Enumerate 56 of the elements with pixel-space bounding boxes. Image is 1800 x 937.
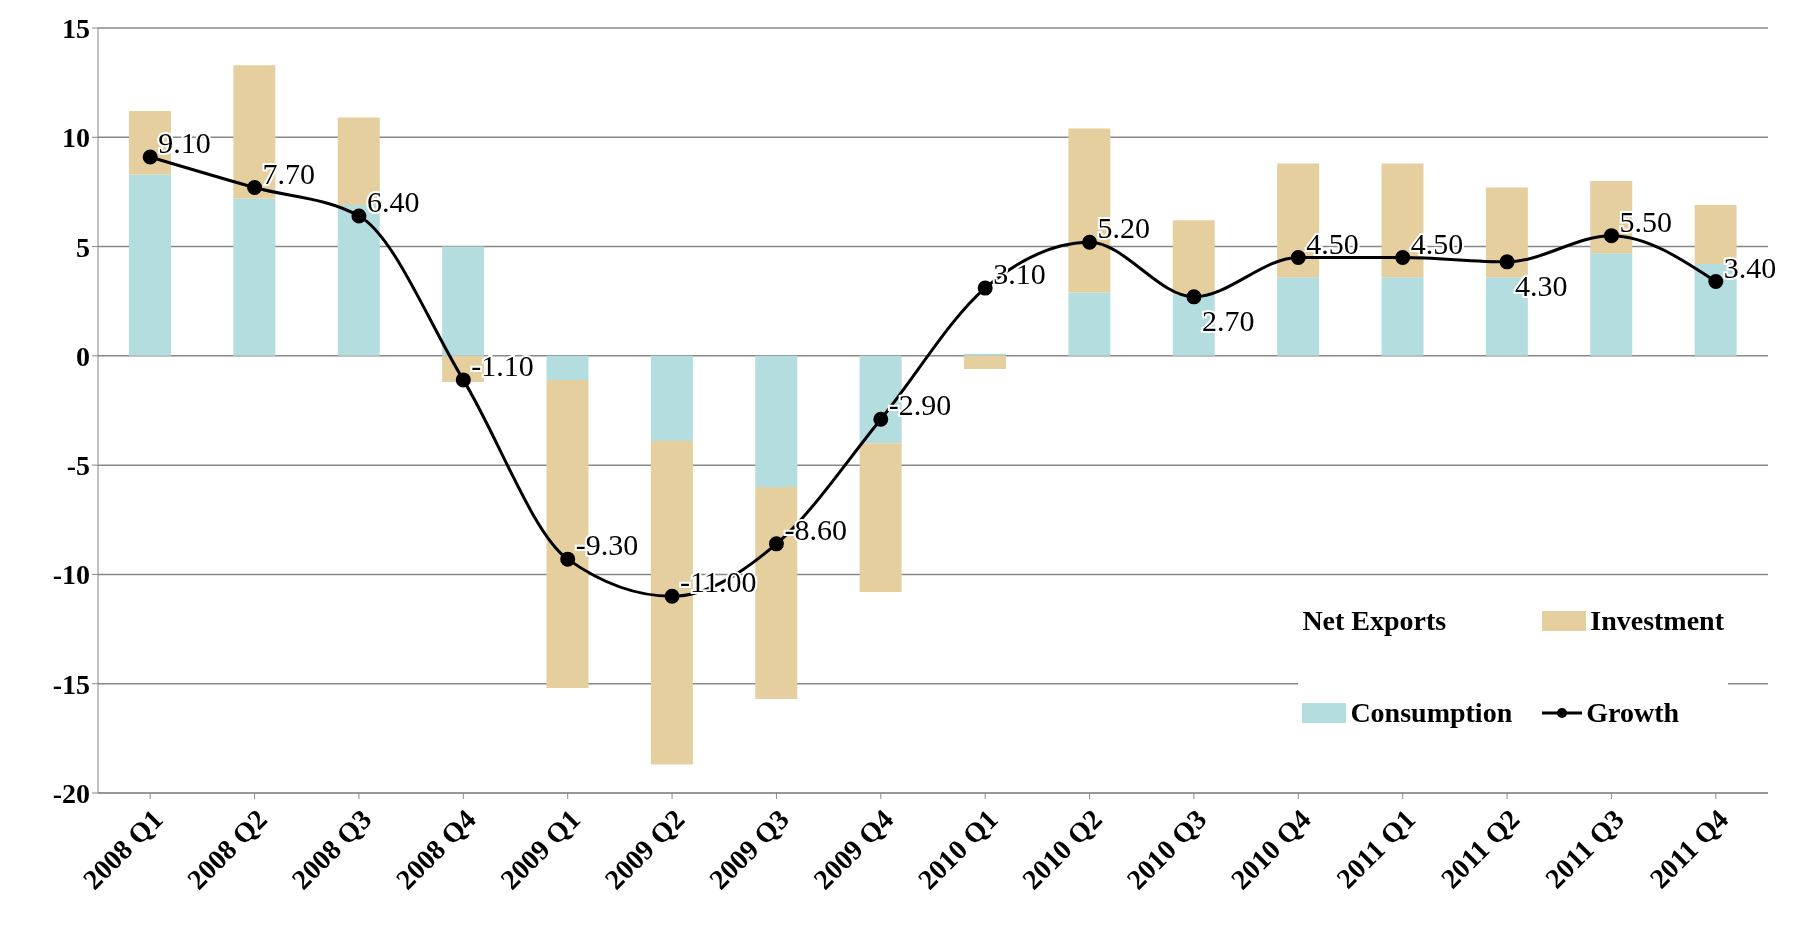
bar: [1590, 253, 1633, 356]
point: [455, 372, 471, 388]
data-label: 5.20: [1097, 211, 1151, 245]
bar: [546, 355, 589, 380]
y-tick-label: 0: [76, 340, 90, 372]
bar: [1172, 220, 1215, 295]
bar: [755, 355, 798, 487]
point: [1395, 250, 1411, 265]
point: [560, 551, 576, 567]
y-tick-label: -10: [52, 559, 90, 591]
data-label: 6.40: [366, 184, 420, 218]
y-tick-label: -15: [52, 668, 90, 700]
data-label: 4.30: [1515, 268, 1568, 302]
y-tick-label: -20: [52, 777, 90, 809]
bar: [1485, 187, 1528, 278]
data-label: 5.50: [1619, 204, 1672, 238]
bar: [129, 174, 171, 356]
bar: [964, 355, 1006, 369]
point: [1603, 228, 1619, 244]
y-tick-label: -5: [66, 450, 90, 482]
point: [1082, 234, 1098, 250]
data-label: 4.50: [1306, 226, 1359, 260]
y-tick-label: 15: [62, 12, 90, 44]
point: [1290, 250, 1306, 265]
text: Net Exports: [1302, 605, 1447, 637]
legend-label: Investment: [1590, 605, 1724, 637]
point: [873, 411, 889, 427]
bar: [859, 443, 902, 592]
data-label: 9.10: [158, 125, 211, 159]
point: [351, 208, 367, 224]
y-tick-label: 5: [76, 231, 90, 263]
data-label: 2.70: [1201, 303, 1255, 337]
legend-label: Consumption: [1350, 697, 1513, 729]
data-label: -9.30: [575, 528, 639, 562]
bar: [964, 353, 1006, 356]
point: [977, 280, 993, 296]
point: [1186, 289, 1202, 305]
legend-label: Growth: [1586, 697, 1680, 729]
data-label: 7.70: [262, 156, 316, 190]
bar: [1381, 277, 1424, 356]
data-label: 4.50: [1410, 226, 1464, 260]
point: [768, 536, 784, 552]
data-label: -1.10: [471, 348, 534, 382]
bar: [1277, 277, 1320, 356]
point: [1708, 274, 1724, 290]
point: [247, 180, 263, 196]
data-label: 3.40: [1723, 250, 1777, 284]
data-label: -2.90: [888, 388, 952, 422]
y-tick-label: 10: [62, 122, 90, 154]
point: [1499, 254, 1515, 270]
point: [142, 149, 158, 165]
point: [664, 588, 680, 604]
bar: [233, 198, 276, 356]
bar: [1068, 292, 1111, 356]
bar: [442, 246, 485, 356]
bar: [650, 355, 693, 442]
